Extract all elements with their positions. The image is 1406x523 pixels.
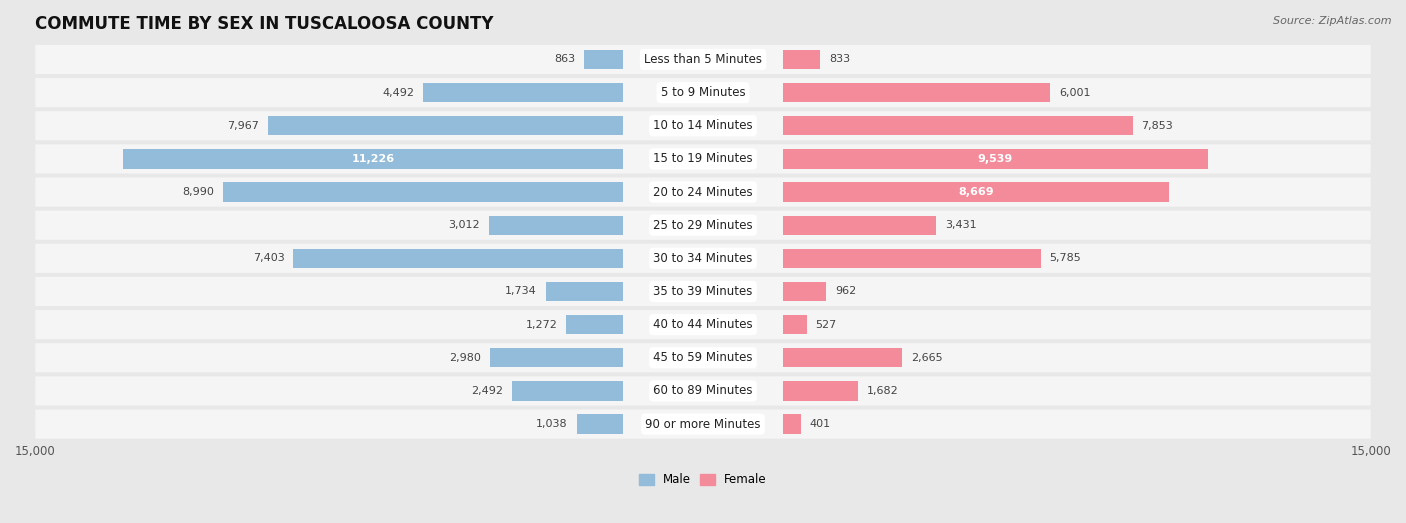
Text: 833: 833 [830,54,851,64]
Text: 3,431: 3,431 [945,220,976,230]
Bar [576,414,623,434]
Text: 40 to 44 Minutes: 40 to 44 Minutes [654,318,752,331]
Text: 1,682: 1,682 [868,386,898,396]
Text: 11,226: 11,226 [352,154,395,164]
Text: 7,853: 7,853 [1142,121,1173,131]
FancyBboxPatch shape [35,310,1371,339]
Bar [783,315,807,334]
Text: 3,012: 3,012 [449,220,479,230]
Bar [491,348,623,367]
Bar [512,381,623,401]
Text: 90 or more Minutes: 90 or more Minutes [645,417,761,430]
Bar [567,315,623,334]
FancyBboxPatch shape [35,277,1371,306]
Bar [783,282,825,301]
Text: 1,272: 1,272 [526,320,557,329]
Text: 6,001: 6,001 [1059,88,1091,98]
Text: 2,980: 2,980 [450,353,481,363]
Text: 962: 962 [835,287,856,297]
Bar [783,414,801,434]
Text: Source: ZipAtlas.com: Source: ZipAtlas.com [1274,16,1392,26]
Text: 5,785: 5,785 [1049,253,1081,264]
Text: 25 to 29 Minutes: 25 to 29 Minutes [654,219,752,232]
Text: 527: 527 [815,320,837,329]
Bar [269,116,623,135]
Bar [124,149,623,168]
Bar [783,116,1133,135]
Text: 4,492: 4,492 [382,88,413,98]
Text: 45 to 59 Minutes: 45 to 59 Minutes [654,351,752,364]
Text: 7,403: 7,403 [253,253,284,264]
Text: 1,038: 1,038 [536,419,568,429]
Text: 2,665: 2,665 [911,353,942,363]
Text: 8,990: 8,990 [181,187,214,197]
Bar [783,149,1208,168]
Text: 1,734: 1,734 [505,287,537,297]
Bar [783,215,936,235]
Text: 5 to 9 Minutes: 5 to 9 Minutes [661,86,745,99]
Bar [783,249,1040,268]
FancyBboxPatch shape [35,111,1371,140]
Bar [294,249,623,268]
Bar [783,183,1168,202]
FancyBboxPatch shape [35,78,1371,107]
Text: Less than 5 Minutes: Less than 5 Minutes [644,53,762,66]
Text: 8,669: 8,669 [959,187,994,197]
FancyBboxPatch shape [35,343,1371,372]
Text: 7,967: 7,967 [228,121,259,131]
Bar [783,348,901,367]
Bar [489,215,623,235]
FancyBboxPatch shape [35,377,1371,405]
Text: 15 to 19 Minutes: 15 to 19 Minutes [654,152,752,165]
Text: COMMUTE TIME BY SEX IN TUSCALOOSA COUNTY: COMMUTE TIME BY SEX IN TUSCALOOSA COUNTY [35,15,494,33]
Bar [783,50,820,69]
Bar [423,83,623,102]
Text: 9,539: 9,539 [977,154,1012,164]
Bar [222,183,623,202]
Bar [783,83,1050,102]
Bar [546,282,623,301]
FancyBboxPatch shape [35,410,1371,439]
Bar [783,381,858,401]
Text: 60 to 89 Minutes: 60 to 89 Minutes [654,384,752,397]
Text: 30 to 34 Minutes: 30 to 34 Minutes [654,252,752,265]
FancyBboxPatch shape [35,211,1371,240]
Text: 863: 863 [554,54,575,64]
Legend: Male, Female: Male, Female [640,473,766,486]
FancyBboxPatch shape [35,244,1371,273]
FancyBboxPatch shape [35,177,1371,207]
Bar [585,50,623,69]
FancyBboxPatch shape [35,144,1371,174]
Text: 10 to 14 Minutes: 10 to 14 Minutes [654,119,752,132]
Text: 2,492: 2,492 [471,386,503,396]
FancyBboxPatch shape [35,45,1371,74]
Text: 401: 401 [810,419,831,429]
Text: 35 to 39 Minutes: 35 to 39 Minutes [654,285,752,298]
Text: 20 to 24 Minutes: 20 to 24 Minutes [654,186,752,199]
